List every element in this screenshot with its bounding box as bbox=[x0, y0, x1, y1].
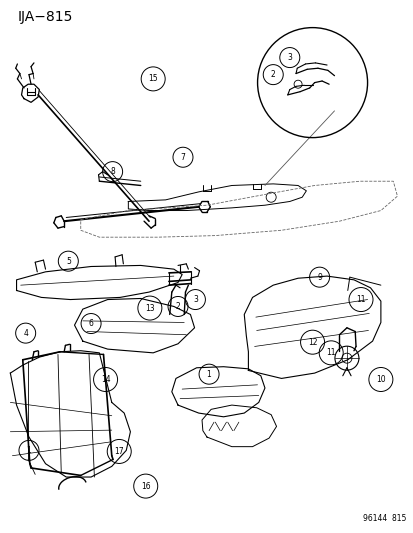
Text: 2: 2 bbox=[270, 70, 275, 79]
Text: 96144  815: 96144 815 bbox=[362, 514, 405, 523]
Text: IJA−815: IJA−815 bbox=[18, 10, 73, 24]
Text: 16: 16 bbox=[140, 482, 150, 490]
Text: 1: 1 bbox=[206, 370, 211, 378]
Text: 7: 7 bbox=[180, 153, 185, 161]
Text: 9: 9 bbox=[316, 273, 321, 281]
Text: 11: 11 bbox=[356, 295, 365, 304]
Text: 12: 12 bbox=[307, 338, 316, 346]
Text: 3: 3 bbox=[287, 53, 292, 62]
Text: 4: 4 bbox=[23, 329, 28, 337]
Text: 10: 10 bbox=[375, 375, 385, 384]
Text: 5: 5 bbox=[66, 257, 71, 265]
Text: 14: 14 bbox=[100, 375, 110, 384]
Text: 6: 6 bbox=[88, 319, 93, 328]
Text: 13: 13 bbox=[145, 304, 154, 312]
Text: 15: 15 bbox=[148, 75, 158, 83]
Text: 2: 2 bbox=[175, 302, 180, 311]
Text: 11: 11 bbox=[326, 349, 335, 357]
Text: 17: 17 bbox=[114, 447, 124, 456]
Text: 1: 1 bbox=[26, 446, 31, 455]
Text: 3: 3 bbox=[192, 295, 197, 304]
Text: 8: 8 bbox=[110, 167, 115, 176]
